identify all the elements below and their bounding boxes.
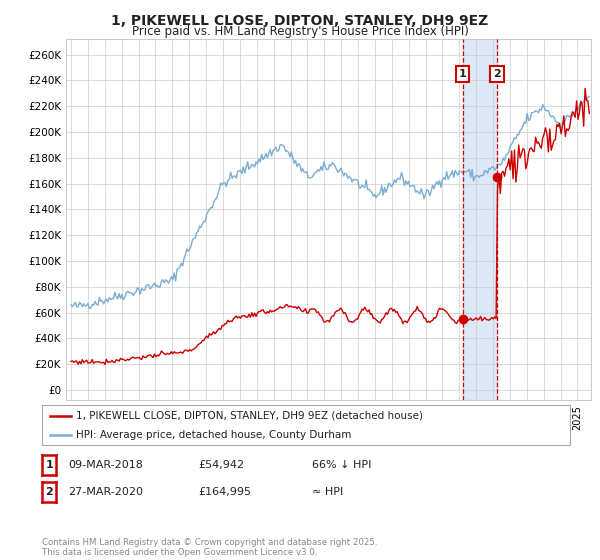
Text: £164,995: £164,995 (198, 487, 251, 497)
Text: Contains HM Land Registry data © Crown copyright and database right 2025.
This d: Contains HM Land Registry data © Crown c… (42, 538, 377, 557)
Text: 2: 2 (46, 487, 53, 497)
Text: 66% ↓ HPI: 66% ↓ HPI (312, 460, 371, 470)
Text: 2: 2 (493, 69, 501, 79)
Text: 09-MAR-2018: 09-MAR-2018 (68, 460, 143, 470)
Text: 1: 1 (458, 69, 466, 79)
Bar (463, 39, 497, 400)
Text: 1, PIKEWELL CLOSE, DIPTON, STANLEY, DH9 9EZ: 1, PIKEWELL CLOSE, DIPTON, STANLEY, DH9 … (112, 14, 488, 28)
Text: 1: 1 (46, 460, 53, 470)
Text: HPI: Average price, detached house, County Durham: HPI: Average price, detached house, Coun… (76, 430, 352, 440)
Text: Price paid vs. HM Land Registry's House Price Index (HPI): Price paid vs. HM Land Registry's House … (131, 25, 469, 38)
Text: £54,942: £54,942 (198, 460, 244, 470)
Text: 1, PIKEWELL CLOSE, DIPTON, STANLEY, DH9 9EZ (detached house): 1, PIKEWELL CLOSE, DIPTON, STANLEY, DH9 … (76, 411, 424, 421)
Text: 27-MAR-2020: 27-MAR-2020 (68, 487, 143, 497)
Text: ≈ HPI: ≈ HPI (312, 487, 343, 497)
